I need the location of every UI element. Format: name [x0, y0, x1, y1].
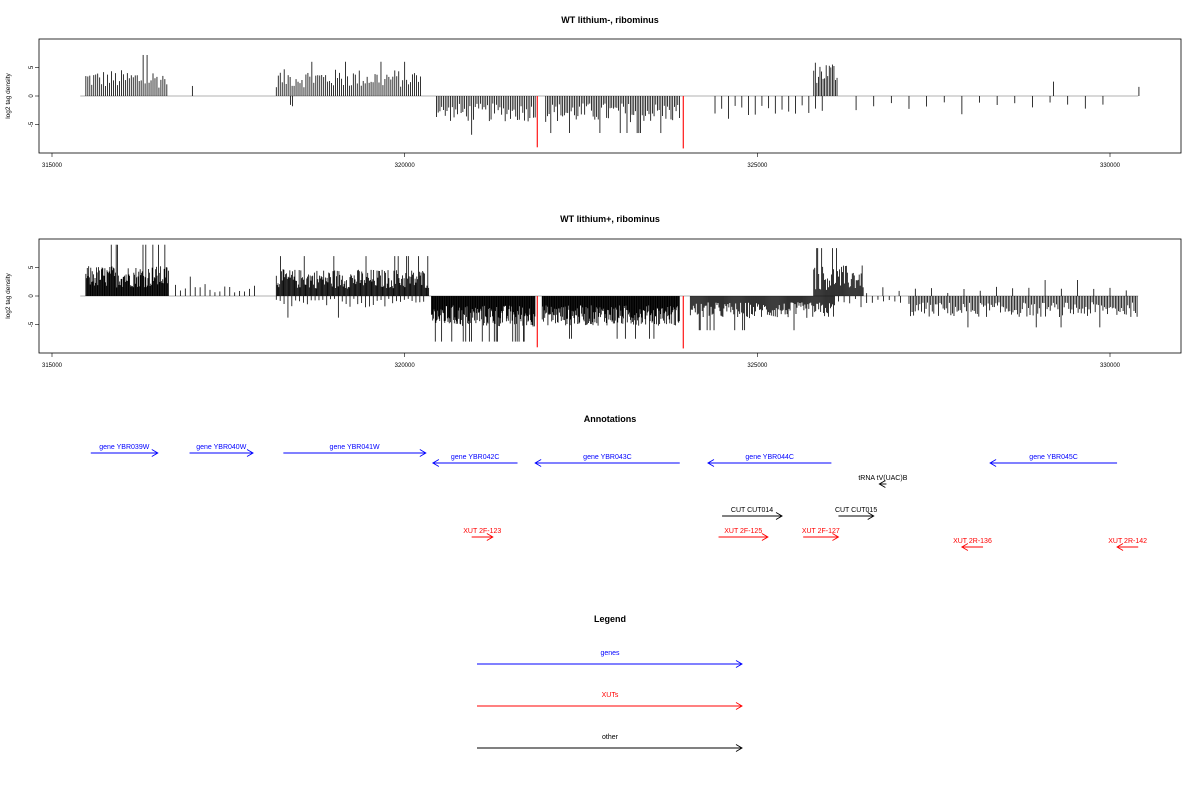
feature-gene-ybr044c: gene YBR044C	[707, 454, 832, 467]
feature-gene-ybr040w: gene YBR040W	[189, 444, 254, 457]
feature-gene-ybr041w: gene YBR041W	[283, 444, 427, 457]
feature-label: XUT 2R-136	[953, 538, 992, 545]
feature-label: gene YBR044C	[745, 454, 794, 461]
panel-1-y-axis-label: log2 tag density	[5, 72, 12, 118]
feature-xut-2r-136: XUT 2R-136	[953, 538, 992, 551]
feature-arrow-head	[775, 512, 783, 520]
feature-gene-ybr043c: gene YBR043C	[534, 454, 680, 467]
x-tick-label: 320000	[395, 363, 416, 369]
feature-trna-tv-uac-b: tRNA tV(UAC)B	[858, 475, 908, 488]
panel-2-y-axis-label: log2 tag density	[5, 272, 12, 318]
legend: Legend genes XUTs other	[477, 614, 743, 752]
legend-arrow-head	[735, 744, 743, 752]
feature-label: XUT 2F-125	[724, 528, 762, 535]
y-tick-label: 5	[29, 65, 35, 69]
legend-label: XUTs	[602, 692, 619, 699]
feature-label: CUT CUT014	[731, 507, 773, 514]
feature-label: gene YBR043C	[583, 454, 632, 461]
legend-title: Legend	[594, 614, 626, 624]
feature-label: XUT 2R-142	[1108, 538, 1147, 545]
feature-arrow-head	[534, 459, 542, 467]
x-tick-label: 325000	[747, 163, 768, 169]
y-tick-label: -5	[29, 121, 35, 127]
feature-label: gene YBR039W	[99, 444, 149, 451]
legend-arrow-head	[735, 702, 743, 710]
annotation-features: gene YBR039W gene YBR040W gene YBR041W gene…	[90, 444, 1147, 551]
legend-label: other	[602, 734, 619, 741]
panel-wt-lithium-minus: WT lithium-, ribominus log2 tag density …	[5, 15, 1182, 169]
panel-1-title: WT lithium-, ribominus	[561, 15, 659, 25]
legend-item-other: other	[477, 734, 743, 752]
feature-label: gene YBR042C	[451, 454, 500, 461]
legend-label: genes	[600, 650, 620, 657]
feature-arrow-head	[761, 533, 769, 541]
feature-arrow-head	[1116, 543, 1124, 551]
feature-arrow-head	[419, 449, 427, 457]
annotations-title: Annotations	[584, 414, 637, 424]
annotations-track: Annotations gene YBR039W gene YBR040W gene…	[90, 414, 1147, 551]
feature-label: XUT 2F-123	[463, 528, 501, 535]
feature-arrow-head	[960, 543, 969, 551]
feature-label: tRNA tV(UAC)B	[858, 475, 907, 482]
panel-1-axes: -5 0 5 315000 320000 325000 330000	[29, 65, 1121, 169]
feature-arrow-head	[878, 480, 886, 488]
x-tick-label: 320000	[395, 163, 416, 169]
feature-cut-cut014: CUT CUT014	[722, 507, 783, 520]
legend-item-genes: genes	[477, 650, 743, 668]
panel-2-axes: -5 0 5 315000 320000 325000 330000	[29, 265, 1121, 369]
feature-arrow-head	[989, 459, 997, 467]
legend-arrow-head	[735, 660, 743, 668]
feature-gene-ybr045c: gene YBR045C	[989, 454, 1118, 467]
feature-arrow-head	[867, 512, 875, 520]
feature-gene-ybr039w: gene YBR039W	[90, 444, 159, 457]
feature-arrow-head	[151, 449, 159, 457]
y-tick-label: 0	[29, 94, 35, 98]
feature-arrow-head	[486, 533, 494, 541]
legend-items: genes XUTs other	[477, 650, 743, 752]
y-tick-label: -5	[29, 321, 35, 327]
x-tick-label: 330000	[1100, 163, 1121, 169]
panel-wt-lithium-plus: WT lithium+, ribominus log2 tag density …	[5, 214, 1182, 369]
x-tick-label: 315000	[42, 163, 63, 169]
panel-1-bars	[80, 54, 1140, 149]
feature-xut-2r-142: XUT 2R-142	[1108, 538, 1147, 551]
x-tick-label: 330000	[1100, 363, 1121, 369]
feature-arrow-head	[707, 459, 715, 467]
x-tick-label: 325000	[747, 363, 768, 369]
y-tick-label: 0	[29, 294, 35, 298]
panel-2-title: WT lithium+, ribominus	[560, 214, 660, 224]
feature-arrow-head	[431, 459, 440, 467]
feature-gene-ybr042c: gene YBR042C	[431, 454, 518, 467]
feature-label: CUT CUT015	[835, 507, 877, 514]
feature-cut-cut015: CUT CUT015	[835, 507, 877, 520]
feature-xut-2f-127: XUT 2F-127	[802, 528, 840, 541]
feature-xut-2f-125: XUT 2F-125	[718, 528, 769, 541]
feature-xut-2f-123: XUT 2F-123	[463, 528, 501, 541]
x-tick-label: 315000	[42, 363, 63, 369]
legend-item-xuts: XUTs	[477, 692, 743, 710]
y-tick-label: 5	[29, 265, 35, 269]
feature-label: gene YBR045C	[1029, 454, 1078, 461]
feature-label: XUT 2F-127	[802, 528, 840, 535]
feature-arrow-head	[246, 449, 254, 457]
feature-arrow-head	[832, 533, 840, 541]
panel-2-bars	[80, 244, 1139, 349]
feature-label: gene YBR040W	[196, 444, 246, 451]
feature-label: gene YBR041W	[330, 444, 380, 451]
